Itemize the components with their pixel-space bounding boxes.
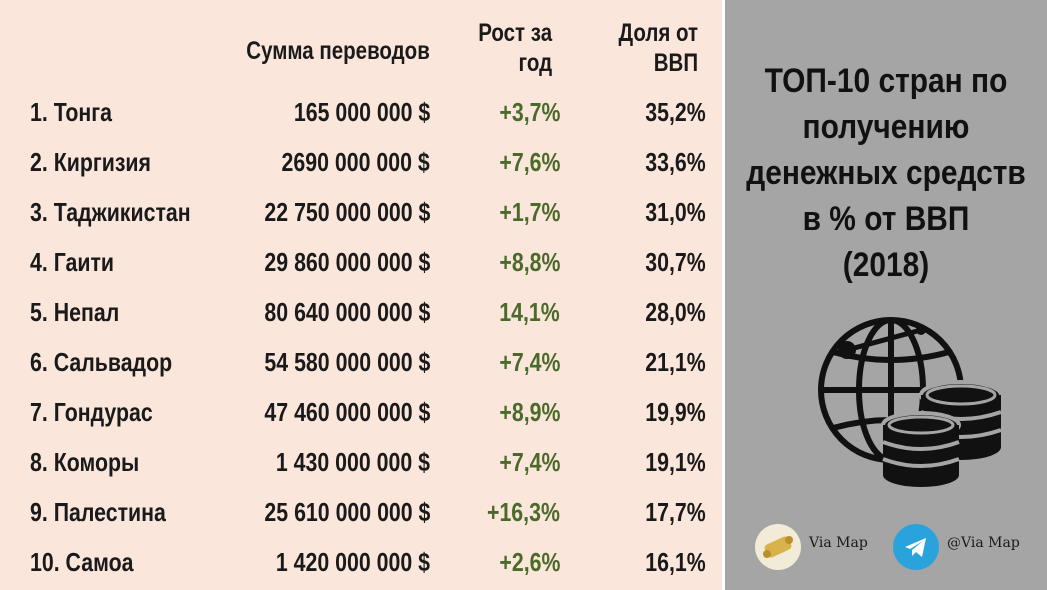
country-name: 7. Гондурас <box>30 397 153 427</box>
table-row: 6. Сальвадор 54 580 000 000 $ +7,4% 21,1… <box>0 337 722 387</box>
growth-value: +8,9% <box>498 397 560 427</box>
growth-value: +2,6% <box>498 547 560 577</box>
gdp-share: 17,7% <box>645 497 706 527</box>
table-row: 3. Таджикистан 22 750 000 000 $ +1,7% 31… <box>0 187 722 237</box>
gdp-share: 16,1% <box>645 547 706 577</box>
transfer-sum: 1 430 000 000 $ <box>275 447 430 477</box>
title-line: (2018) <box>842 246 930 284</box>
title-line: ТОП-10 стран по <box>764 62 1008 100</box>
transfer-sum: 165 000 000 $ <box>293 97 430 127</box>
table-row: 2. Киргизия 2690 000 000 $ +7,6% 33,6% <box>0 137 722 187</box>
country-name: 10. Самоа <box>30 547 134 577</box>
transfer-sum: 25 610 000 000 $ <box>264 497 430 527</box>
country-name: 9. Палестина <box>30 497 166 527</box>
telegram-label: @Via Map <box>947 535 1020 551</box>
table-row: 9. Палестина 25 610 000 000 $ +16,3% 17,… <box>0 487 722 537</box>
header-share: Доля от ВВП <box>618 18 698 78</box>
gdp-share: 21,1% <box>645 347 706 377</box>
panel-title: ТОП-10 стран по получению денежных средс… <box>744 58 1027 288</box>
gdp-share: 19,1% <box>645 447 706 477</box>
country-name: 5. Непал <box>30 297 120 327</box>
transfer-sum: 47 460 000 000 $ <box>264 397 430 427</box>
growth-value: +8,8% <box>498 247 560 277</box>
table-row: 1. Тонга 165 000 000 $ +3,7% 35,2% <box>0 87 722 137</box>
scroll-map-icon <box>755 524 801 570</box>
country-name: 1. Тонга <box>30 97 113 127</box>
country-name: 3. Таджикистан <box>30 197 191 227</box>
title-panel: ТОП-10 стран по получению денежных средс… <box>725 0 1047 590</box>
country-name: 4. Гаити <box>30 247 115 277</box>
growth-value: +7,4% <box>498 347 560 377</box>
country-name: 2. Киргизия <box>30 147 151 177</box>
header-share-line2: ВВП <box>653 49 698 77</box>
header-share-line1: Доля от <box>618 19 698 47</box>
table-row: 10. Самоа 1 420 000 000 $ +2,6% 16,1% <box>0 537 722 587</box>
growth-value: +7,6% <box>498 147 560 177</box>
gdp-share: 35,2% <box>645 97 706 127</box>
country-name: 6. Сальвадор <box>30 347 173 377</box>
transfer-sum: 80 640 000 000 $ <box>264 297 430 327</box>
gdp-share: 33,6% <box>645 147 706 177</box>
header-growth: Рост за год <box>478 18 552 78</box>
growth-value: +1,7% <box>498 197 560 227</box>
growth-value: 14,1% <box>499 297 560 327</box>
transfer-sum: 1 420 000 000 $ <box>275 547 430 577</box>
country-name: 8. Коморы <box>30 447 140 477</box>
growth-value: +3,7% <box>498 97 560 127</box>
title-line: в % от ВВП <box>802 200 970 238</box>
table-row: 7. Гондурас 47 460 000 000 $ +8,9% 19,9% <box>0 387 722 437</box>
header-sum: Сумма переводов <box>246 37 430 65</box>
table-row: 5. Непал 80 640 000 000 $ 14,1% 28,0% <box>0 287 722 337</box>
gdp-share: 31,0% <box>645 197 706 227</box>
table-row: 4. Гаити 29 860 000 000 $ +8,8% 30,7% <box>0 237 722 287</box>
growth-value: +7,4% <box>498 447 560 477</box>
via-map-label: Via Map <box>809 535 868 551</box>
header-growth-line2: год <box>518 49 552 77</box>
title-line: денежных средств <box>746 154 1026 192</box>
transfer-sum: 2690 000 000 $ <box>281 147 430 177</box>
gdp-share: 28,0% <box>645 297 706 327</box>
growth-value: +16,3% <box>487 497 560 527</box>
table-panel: Сумма переводов Рост за год Доля от ВВП … <box>0 18 722 587</box>
panel-divider <box>722 0 725 590</box>
transfer-sum: 54 580 000 000 $ <box>264 347 430 377</box>
header-growth-line1: Рост за <box>478 19 552 47</box>
transfer-sum: 29 860 000 000 $ <box>264 247 430 277</box>
transfer-sum: 22 750 000 000 $ <box>264 197 430 227</box>
table-row: 8. Коморы 1 430 000 000 $ +7,4% 19,1% <box>0 437 722 487</box>
title-line: получению <box>802 108 970 146</box>
globe-with-coins-icon <box>818 317 1003 487</box>
telegram-icon <box>893 524 939 570</box>
gdp-share: 19,9% <box>645 397 706 427</box>
gdp-share: 30,7% <box>645 247 706 277</box>
